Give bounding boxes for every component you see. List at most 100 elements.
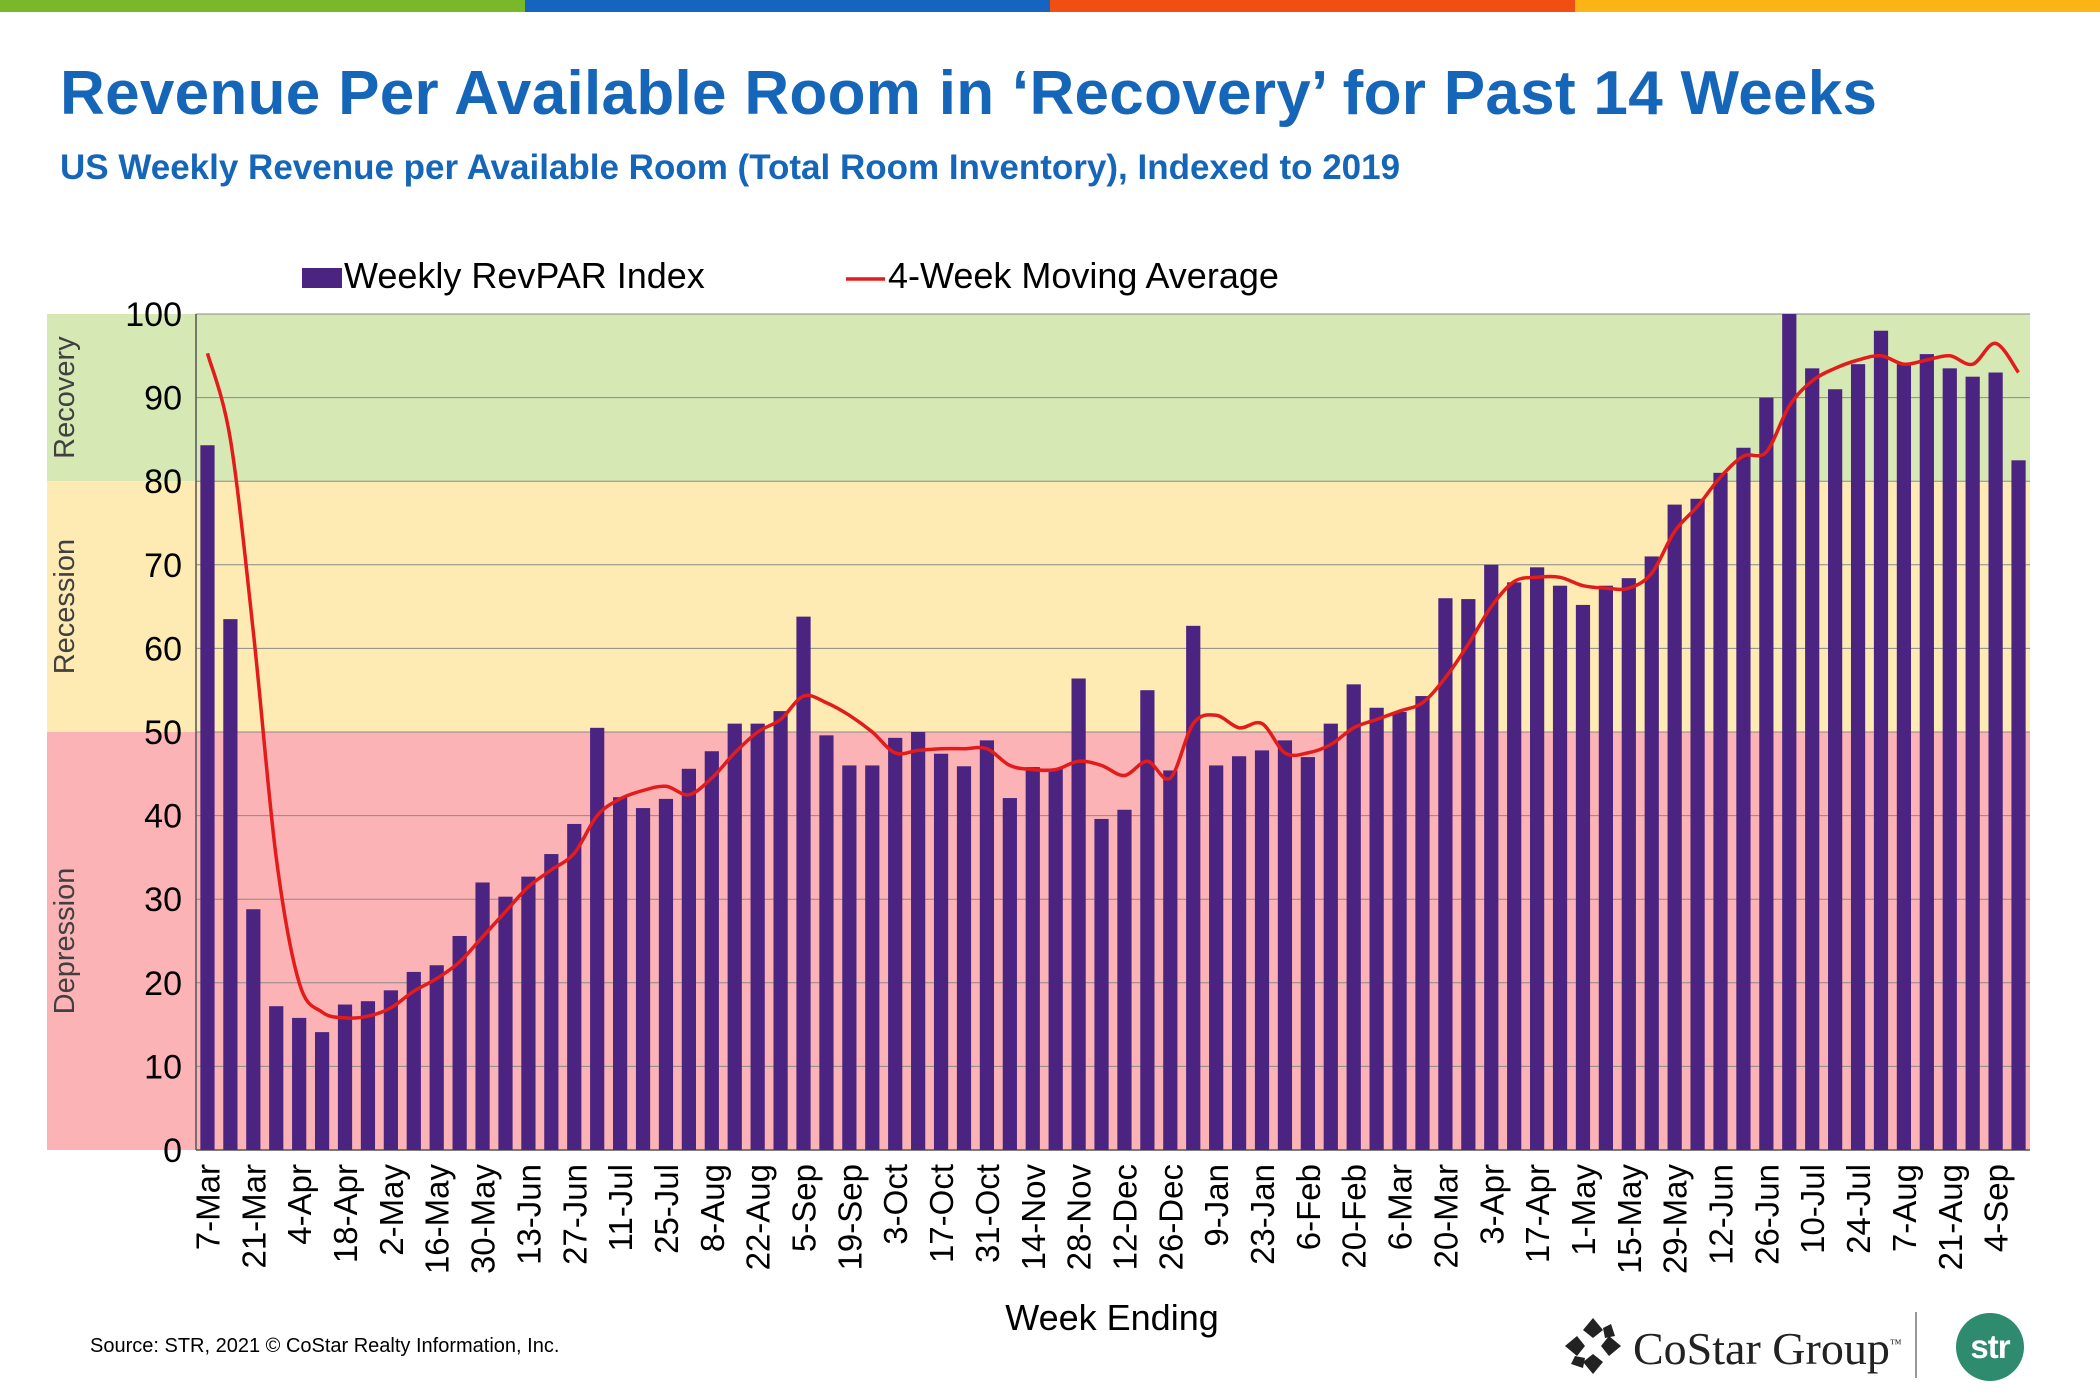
bar-23-Jan — [1254, 750, 1270, 1150]
x-tick-label: 26-Jun — [1748, 1164, 1785, 1265]
bar-5-Dec — [1094, 818, 1109, 1150]
x-axis-title: Week Ending — [1005, 1297, 1218, 1338]
bar-19-Jun — [1736, 447, 1751, 1150]
bar-20-Jun — [544, 854, 559, 1150]
bar-1-May — [1575, 604, 1591, 1150]
bar-11-Jul — [613, 797, 628, 1150]
y-tick-label: 90 — [144, 380, 182, 418]
x-tick-label: 31-Oct — [969, 1164, 1006, 1263]
band-label-recovery: Recovery — [49, 336, 81, 459]
x-tick-label: 16-May — [419, 1164, 456, 1275]
bar-10-Apr — [1507, 582, 1522, 1150]
logo-divider — [1915, 1312, 1917, 1378]
x-tick-label: 19-Sep — [831, 1164, 868, 1270]
x-tick-label: 11-Jul — [602, 1164, 639, 1251]
bar-10-Jul — [1805, 368, 1820, 1151]
logo-area: CoStar Group™ str — [1563, 1312, 2033, 1382]
costar-logo-text: CoStar Group™ — [1633, 1322, 1902, 1375]
bar-25-Jul — [658, 798, 674, 1150]
y-tick-label: 100 — [125, 296, 182, 334]
costar-logo-icon — [1565, 1318, 1621, 1374]
bar-12-Dec — [1117, 809, 1132, 1150]
bar-30-Jan — [1277, 740, 1293, 1150]
x-tick-label: 30-May — [465, 1164, 502, 1275]
costar-trademark: ™ — [1889, 1336, 1902, 1351]
top-color-bar — [0, 0, 2100, 12]
bar-22-Aug — [750, 723, 765, 1150]
x-tick-label: 13-Jun — [510, 1164, 547, 1265]
legend-bar-label: Weekly RevPAR Index — [344, 255, 705, 296]
bar-24-Oct — [956, 766, 972, 1150]
x-tick-label: 23-Jan — [1244, 1164, 1281, 1265]
bar-19-Sep — [842, 765, 857, 1150]
legend-line-label: 4-Week Moving Average — [888, 255, 1279, 296]
x-tick-label: 5-Sep — [786, 1164, 823, 1252]
bar-17-Jul — [1828, 389, 1843, 1150]
x-tick-label: 21-Aug — [1932, 1164, 1969, 1270]
x-tick-label: 4-Sep — [1978, 1164, 2015, 1252]
bar-14-Nov — [1025, 767, 1040, 1150]
bar-17-Apr — [1530, 567, 1545, 1150]
x-tick-label: 3-Oct — [877, 1164, 914, 1245]
costar-name: CoStar Group — [1633, 1323, 1890, 1374]
band-recession — [47, 481, 2030, 732]
bar-13-Feb — [1323, 723, 1338, 1150]
bar-27-Mar — [1461, 599, 1476, 1150]
bar-25-Apr — [360, 1001, 376, 1150]
x-tick-label: 22-Aug — [740, 1164, 777, 1270]
bar-30-May — [475, 882, 490, 1150]
x-tick-label: 24-Jul — [1840, 1164, 1877, 1254]
x-tick-label: 7-Mar — [189, 1164, 226, 1250]
bar-4-Apr — [292, 1017, 307, 1150]
x-tick-label: 6-Feb — [1290, 1164, 1327, 1250]
bar-8-Aug — [704, 751, 719, 1150]
x-tick-label: 17-Apr — [1519, 1164, 1556, 1263]
bar-28-Aug — [1965, 376, 1980, 1150]
bar-28-Mar — [269, 1006, 284, 1150]
x-tick-label: 26-Dec — [1152, 1164, 1189, 1270]
page-subtitle: US Weekly Revenue per Available Room (To… — [60, 148, 1401, 187]
bar-1-Aug — [681, 768, 696, 1150]
x-tick-label: 12-Dec — [1106, 1164, 1143, 1270]
bar-21-Aug — [1942, 368, 1957, 1151]
bar-31-Oct — [979, 740, 995, 1150]
bar-3-Apr — [1484, 564, 1499, 1150]
bar-20-Feb — [1346, 684, 1361, 1150]
bar-26-Jun — [1759, 397, 1774, 1151]
x-tick-label: 21-Mar — [235, 1164, 272, 1269]
bar-13-Mar — [1415, 696, 1430, 1150]
str-logo: str — [1956, 1313, 2024, 1381]
moving-average-line — [205, 341, 2020, 1020]
bar-17-Oct — [933, 753, 949, 1150]
bar-14-Mar — [223, 619, 238, 1150]
y-tick-label: 60 — [144, 630, 182, 668]
y-tick-label: 40 — [144, 798, 182, 836]
source-note: Source: STR, 2021 © CoStar Realty Inform… — [90, 1335, 560, 1357]
bar-23-May — [452, 935, 467, 1150]
x-tick-label: 28-Nov — [1061, 1164, 1098, 1271]
bar-26-Dec — [1163, 770, 1178, 1150]
top-bar-orange — [1050, 0, 1575, 12]
bar-4-Sep — [1988, 372, 2003, 1150]
y-tick-label: 20 — [144, 965, 182, 1003]
bar-24-Jul — [1850, 364, 1866, 1150]
x-tick-label: 15-May — [1611, 1164, 1648, 1275]
x-tick-label: 10-Jul — [1794, 1164, 1831, 1254]
x-tick-label: 17-Oct — [923, 1164, 960, 1263]
top-bar-green — [0, 0, 525, 12]
bar-16-May — [429, 965, 444, 1150]
bar-14-Aug — [1919, 354, 1934, 1150]
x-tick-label: 29-May — [1657, 1164, 1694, 1275]
bar-6-Feb — [1300, 757, 1315, 1150]
bar-28-Nov — [1071, 678, 1086, 1150]
bar-3-Jul — [1782, 314, 1797, 1150]
bar-27-Feb — [1369, 707, 1384, 1150]
bar-31-Jul — [1873, 330, 1889, 1151]
legend-bar-swatch — [302, 268, 342, 288]
bar-9-Jan — [1209, 765, 1224, 1150]
x-tick-label: 18-Apr — [327, 1164, 364, 1263]
bar-7-Aug — [1896, 364, 1912, 1150]
bar-2-Jan — [1186, 625, 1201, 1150]
bar-29-Aug — [773, 711, 788, 1150]
